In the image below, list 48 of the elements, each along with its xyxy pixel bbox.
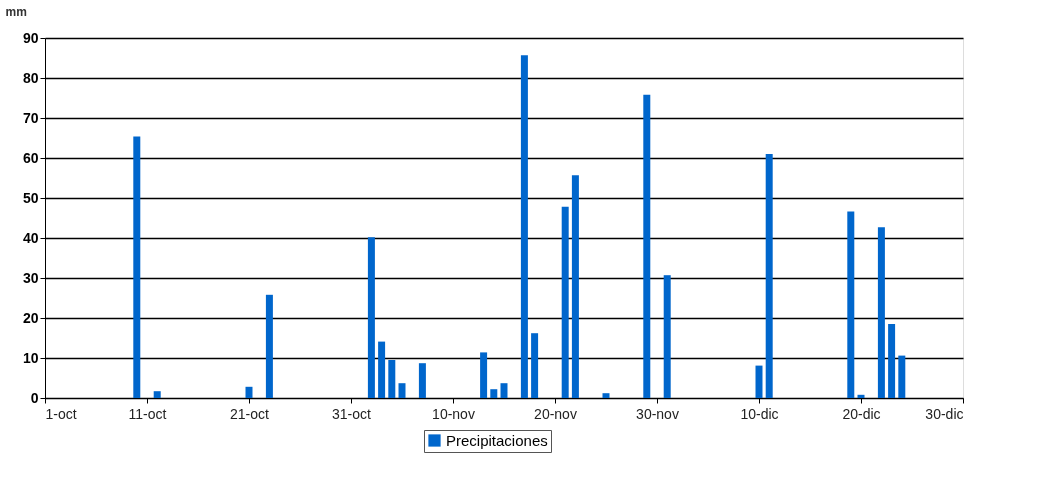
bar bbox=[847, 211, 855, 398]
x-tick-label: 11-oct bbox=[128, 405, 167, 422]
y-tick-label: 10 bbox=[22, 349, 39, 366]
bar bbox=[418, 363, 426, 398]
bar bbox=[378, 341, 386, 398]
x-tick-label: 1-oct bbox=[45, 405, 77, 422]
bar bbox=[153, 391, 161, 398]
bar bbox=[755, 365, 763, 398]
bar bbox=[571, 175, 579, 398]
bar bbox=[857, 394, 865, 398]
y-tick-label: 70 bbox=[22, 109, 39, 126]
bar bbox=[643, 94, 651, 398]
bar bbox=[520, 55, 528, 398]
bar bbox=[898, 355, 906, 398]
bar bbox=[602, 393, 610, 398]
y-tick-label: 0 bbox=[30, 389, 39, 406]
bar bbox=[367, 237, 375, 398]
bar bbox=[398, 383, 406, 398]
y-tick-label: 20 bbox=[22, 309, 39, 326]
y-tick-label: 30 bbox=[22, 269, 39, 286]
x-tick-label: 10-dic bbox=[740, 405, 779, 422]
bar bbox=[388, 360, 396, 398]
y-tick-label: 80 bbox=[22, 69, 39, 86]
bar bbox=[500, 383, 508, 398]
x-tick-label: 20-nov bbox=[534, 405, 577, 422]
bar bbox=[765, 154, 773, 398]
x-tick-label: 31-oct bbox=[332, 405, 372, 422]
x-tick-label: 21-oct bbox=[230, 405, 270, 422]
bar bbox=[480, 352, 488, 398]
bar bbox=[877, 227, 885, 398]
y-tick-label: 90 bbox=[22, 29, 39, 46]
y-axis-title: mm bbox=[5, 4, 27, 19]
x-tick-label: 30-dic bbox=[925, 405, 964, 422]
bar bbox=[561, 206, 569, 398]
bar bbox=[265, 294, 273, 398]
x-tick-label: 30-nov bbox=[636, 405, 679, 422]
bar bbox=[245, 386, 253, 398]
legend-label: Precipitaciones bbox=[446, 431, 548, 449]
bar bbox=[490, 389, 498, 398]
y-tick-label: 50 bbox=[22, 189, 39, 206]
bar bbox=[531, 333, 539, 398]
x-tick-label: 20-dic bbox=[842, 405, 881, 422]
y-tick-label: 60 bbox=[22, 149, 39, 166]
y-tick-label: 40 bbox=[22, 229, 39, 246]
bar bbox=[133, 136, 141, 398]
x-tick-label: 10-nov bbox=[432, 405, 475, 422]
bar bbox=[888, 324, 896, 398]
bar bbox=[663, 275, 671, 398]
